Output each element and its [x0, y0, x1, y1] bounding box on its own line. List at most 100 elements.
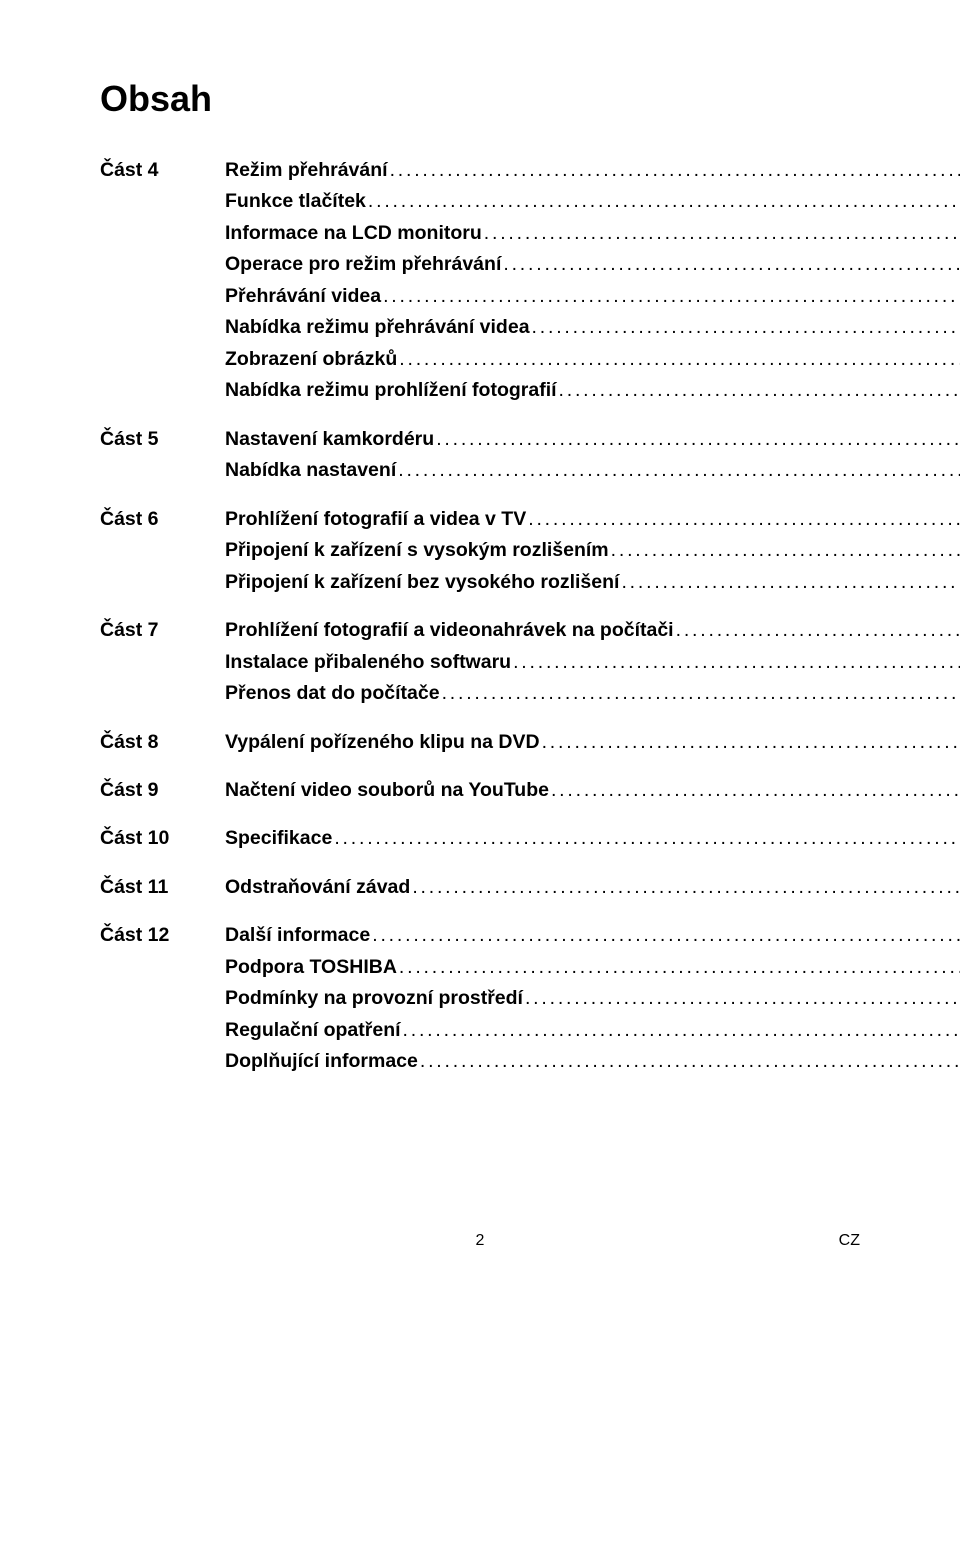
toc-row: Přehrávání videa 22 — [225, 286, 960, 306]
toc-row: Podmínky na provozní prostředí 42 — [225, 988, 960, 1008]
toc-leader — [436, 429, 960, 449]
toc-leader — [551, 780, 960, 800]
toc-entry-text: Instalace přibaleného softwaru — [225, 652, 511, 672]
toc-row: Přenos dat do počítače 33 — [225, 683, 960, 703]
toc-entry-text: Odstraňování závad — [225, 877, 410, 897]
toc-entry-text: Podmínky na provozní prostředí — [225, 988, 523, 1008]
toc-row: Připojení k zařízení s vysokým rozlišení… — [225, 540, 960, 560]
toc-row: Funkce tlačítek 20 — [225, 191, 960, 211]
toc-entry-text: Připojení k zařízení s vysokým rozlišení… — [225, 540, 609, 560]
toc-leader — [403, 1020, 960, 1040]
toc-row: Informace na LCD monitoru 21 — [225, 223, 960, 243]
section-label: Část 7 — [100, 620, 225, 703]
toc-entry-text: Informace na LCD monitoru — [225, 223, 482, 243]
toc-entry-text: Režim přehrávání — [225, 160, 388, 180]
section-entries: Specifikace 40 — [225, 828, 960, 848]
toc-leader — [542, 732, 960, 752]
toc-section: Část 11Odstraňování závad 41 — [100, 877, 860, 897]
toc-entry-text: Vypálení pořízeného klipu na DVD — [225, 732, 540, 752]
toc-row: Podpora TOSHIBA 42 — [225, 957, 960, 977]
section-entries: Režim přehrávání 20 Funkce tlačítek 20 Inf… — [225, 160, 960, 401]
section-entries: Prohlížení fotografií a videa v TV 32 Při… — [225, 509, 960, 592]
toc-leader — [334, 828, 960, 848]
toc-section: Část 12Další informace 42Podpora TOSHIBA… — [100, 925, 860, 1071]
toc-row: Prohlížení fotografií a videa v TV 32 — [225, 509, 960, 529]
section-label: Část 4 — [100, 160, 225, 401]
toc-entry-text: Operace pro režim přehrávání — [225, 254, 501, 274]
section-entries: Nastavení kamkordéru 28 Nabídka nastavení… — [225, 429, 960, 481]
section-entries: Další informace 42 Podpora TOSHIBA 42 Podm… — [225, 925, 960, 1071]
toc-leader — [390, 160, 960, 180]
page-title: Obsah — [100, 78, 860, 120]
section-label: Část 8 — [100, 732, 225, 752]
toc-entry-text: Prohlížení fotografií a videa v TV — [225, 509, 526, 529]
toc-section: Část 9Načtení video souborů na YouTube 3… — [100, 780, 860, 800]
toc-leader — [528, 509, 960, 529]
toc-row: Nabídka režimu prohlížení fotografií 26 — [225, 380, 960, 400]
toc-entry-text: Specifikace — [225, 828, 332, 848]
table-of-contents: Část 4Režim přehrávání 20Funkce tlačítek… — [100, 160, 860, 1072]
toc-row: Další informace 42 — [225, 925, 960, 945]
page-footer: 2 CZ — [100, 1232, 860, 1256]
toc-entry-text: Další informace — [225, 925, 370, 945]
section-label: Část 5 — [100, 429, 225, 481]
section-label: Část 12 — [100, 925, 225, 1071]
toc-section: Část 8Vypálení pořízeného klipu na DVD 3… — [100, 732, 860, 752]
toc-leader — [513, 652, 960, 672]
toc-leader — [412, 877, 960, 897]
toc-row: Nastavení kamkordéru 28 — [225, 429, 960, 449]
toc-section: Část 10Specifikace 40 — [100, 828, 860, 848]
toc-leader — [399, 957, 960, 977]
toc-row: Instalace přibaleného softwaru 33 — [225, 652, 960, 672]
toc-entry-text: Nabídka režimu prohlížení fotografií — [225, 380, 557, 400]
toc-row: Nabídka nastavení 28 — [225, 460, 960, 480]
toc-leader — [484, 223, 960, 243]
toc-entry-text: Připojení k zařízení bez vysokého rozliš… — [225, 572, 619, 592]
toc-row: Regulační opatření 42 — [225, 1020, 960, 1040]
toc-leader — [611, 540, 960, 560]
toc-leader — [383, 286, 960, 306]
toc-row: Načtení video souborů na YouTube 36 — [225, 780, 960, 800]
toc-section: Část 4Režim přehrávání 20Funkce tlačítek… — [100, 160, 860, 401]
toc-section: Část 6Prohlížení fotografií a videa v TV… — [100, 509, 860, 592]
toc-entry-text: Zobrazení obrázků — [225, 349, 397, 369]
section-label: Část 10 — [100, 828, 225, 848]
toc-leader — [372, 925, 960, 945]
toc-leader — [559, 380, 960, 400]
section-entries: Načtení video souborů na YouTube 36 — [225, 780, 960, 800]
toc-row: Zobrazení obrázků 25 — [225, 349, 960, 369]
toc-leader — [399, 349, 960, 369]
toc-leader — [676, 620, 960, 640]
toc-leader — [442, 683, 960, 703]
toc-entry-text: Funkce tlačítek — [225, 191, 366, 211]
toc-leader — [398, 460, 960, 480]
page-number: 2 — [476, 1232, 485, 1250]
toc-leader — [368, 191, 960, 211]
toc-leader — [532, 317, 960, 337]
toc-entry-text: Nastavení kamkordéru — [225, 429, 434, 449]
toc-section: Část 7Prohlížení fotografií a videonahrá… — [100, 620, 860, 703]
toc-leader — [525, 988, 960, 1008]
toc-row: Vypálení pořízeného klipu na DVD 34 — [225, 732, 960, 752]
toc-row: Režim přehrávání 20 — [225, 160, 960, 180]
toc-entry-text: Podpora TOSHIBA — [225, 957, 397, 977]
toc-entry-text: Přenos dat do počítače — [225, 683, 440, 703]
toc-entry-text: Načtení video souborů na YouTube — [225, 780, 549, 800]
section-label: Část 6 — [100, 509, 225, 592]
toc-entry-text: Přehrávání videa — [225, 286, 381, 306]
toc-entry-text: Doplňující informace — [225, 1051, 418, 1071]
toc-row: Specifikace 40 — [225, 828, 960, 848]
section-entries: Odstraňování závad 41 — [225, 877, 960, 897]
toc-row: Doplňující informace 44 — [225, 1051, 960, 1071]
toc-entry-text: Prohlížení fotografií a videonahrávek na… — [225, 620, 674, 640]
toc-leader — [420, 1051, 960, 1071]
toc-entry-text: Regulační opatření — [225, 1020, 401, 1040]
toc-entry-text: Nabídka nastavení — [225, 460, 396, 480]
footer-lang: CZ — [839, 1232, 860, 1250]
toc-section: Část 5Nastavení kamkordéru 28Nabídka nas… — [100, 429, 860, 481]
toc-row: Nabídka režimu přehrávání videa 23 — [225, 317, 960, 337]
section-label: Část 11 — [100, 877, 225, 897]
section-entries: Vypálení pořízeného klipu na DVD 34 — [225, 732, 960, 752]
toc-row: Operace pro režim přehrávání 22 — [225, 254, 960, 274]
toc-row: Odstraňování závad 41 — [225, 877, 960, 897]
